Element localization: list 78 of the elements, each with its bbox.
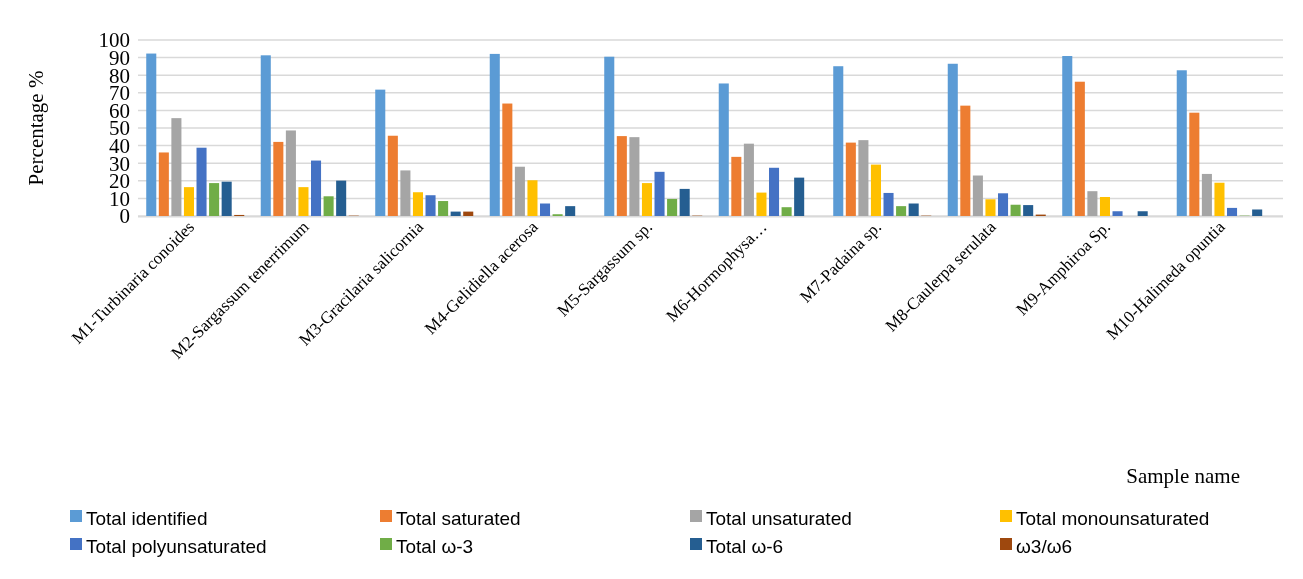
bar <box>998 193 1009 216</box>
bar <box>1099 196 1110 216</box>
bar <box>896 206 907 216</box>
bar <box>947 63 958 216</box>
bar <box>387 135 398 216</box>
bar <box>514 166 525 216</box>
bar <box>756 192 767 216</box>
bar <box>209 183 220 216</box>
bar <box>260 55 271 216</box>
legend-label: Total ω-3 <box>396 535 474 557</box>
bar <box>323 196 334 216</box>
legend-label: Total identified <box>86 507 208 529</box>
bar <box>502 103 513 216</box>
bar <box>616 136 627 216</box>
bar <box>273 141 284 216</box>
bar <box>1010 204 1021 216</box>
bar <box>146 53 157 216</box>
bar <box>527 180 538 216</box>
legend-label: Total polyunsaturated <box>86 535 267 557</box>
bar <box>425 195 436 216</box>
bar <box>196 147 207 216</box>
bar <box>794 177 805 216</box>
bar <box>1062 56 1073 216</box>
legend-label: Total unsaturated <box>706 507 852 529</box>
bar <box>565 206 576 216</box>
bar <box>1189 112 1200 216</box>
bar <box>1214 182 1225 216</box>
bar <box>375 89 386 216</box>
bar <box>833 66 844 216</box>
legend-label: Total ω-6 <box>706 535 784 557</box>
y-axis-title: Percentage % <box>24 70 48 186</box>
bar <box>298 187 309 216</box>
bar <box>311 160 322 216</box>
bar <box>1074 81 1085 216</box>
bar <box>400 170 411 216</box>
bar <box>412 192 423 216</box>
bar <box>972 175 983 216</box>
bar <box>743 143 754 216</box>
legend-label: ω3/ω6 <box>1016 535 1073 557</box>
bar <box>629 137 640 216</box>
bar <box>858 140 869 216</box>
bar <box>489 53 500 216</box>
bar <box>1227 207 1238 216</box>
bar <box>908 203 919 216</box>
bar <box>641 183 652 216</box>
bar <box>221 181 232 216</box>
bar <box>158 152 169 216</box>
bar <box>336 180 347 216</box>
bar <box>781 207 792 216</box>
bar <box>679 188 690 216</box>
bar <box>1112 211 1123 216</box>
bar <box>1023 205 1034 216</box>
bar <box>985 199 996 216</box>
bar <box>285 130 296 216</box>
bar <box>769 167 780 216</box>
bar <box>183 187 194 216</box>
bar <box>540 203 551 216</box>
bar <box>870 164 881 216</box>
bar <box>883 192 894 216</box>
bar <box>718 83 729 216</box>
legend-label: Total monounsaturated <box>1016 507 1210 529</box>
bar <box>731 156 742 216</box>
bar <box>171 118 182 216</box>
bar <box>604 56 615 216</box>
bar <box>1137 211 1148 216</box>
bar <box>438 201 449 216</box>
bar <box>1176 70 1187 216</box>
bar <box>1201 173 1212 216</box>
bar <box>1087 191 1098 216</box>
bar <box>960 105 971 216</box>
bar <box>1252 209 1263 216</box>
bar <box>463 211 474 216</box>
legend-label: Total saturated <box>396 507 521 529</box>
bar <box>654 171 665 216</box>
bar <box>667 198 678 216</box>
bar <box>450 211 461 216</box>
bar <box>845 142 856 216</box>
x-axis-title: Sample name <box>1126 464 1240 488</box>
